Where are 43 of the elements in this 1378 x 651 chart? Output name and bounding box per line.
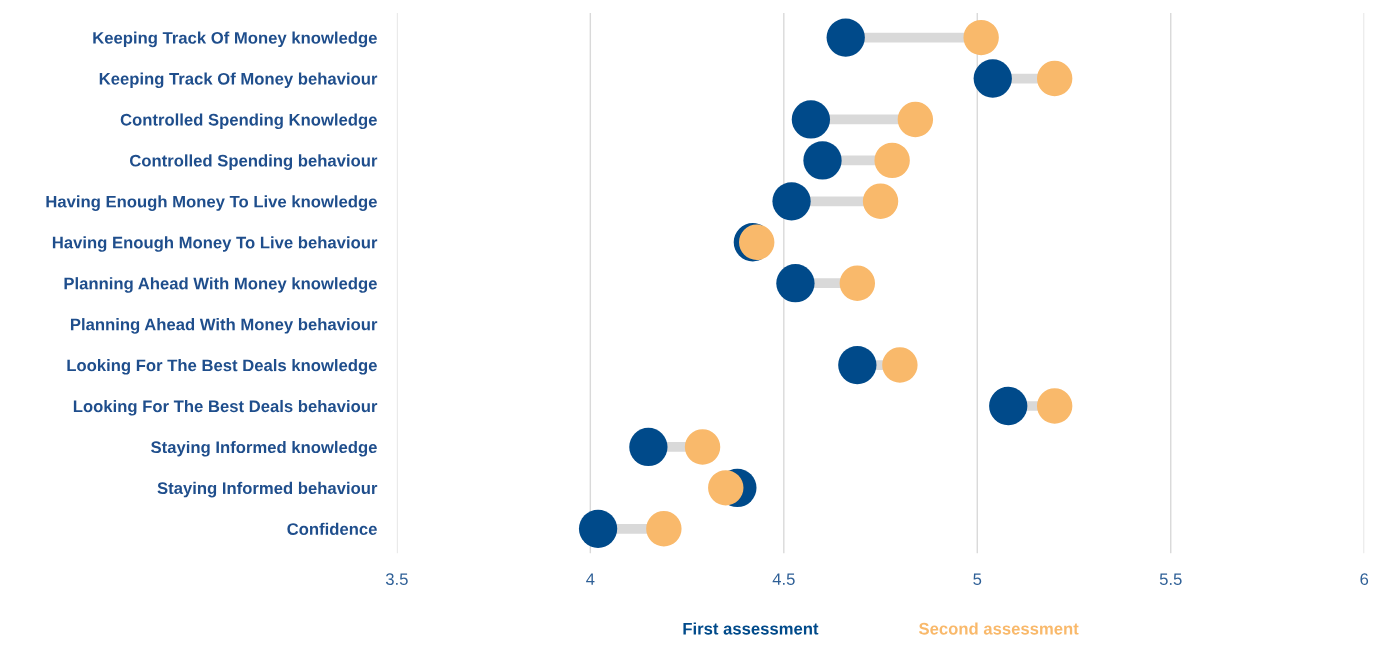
point (776, 264, 815, 303)
y-tick-label: Staying Informed knowledge (151, 440, 377, 457)
x-tick-label: 5.5 (1159, 573, 1182, 586)
text: First assessment (683, 622, 819, 635)
y-tick-label: Having Enough Money To Live behaviour (52, 236, 378, 252)
point (708, 470, 744, 506)
point (646, 511, 682, 547)
x-tick-label: 4 (586, 573, 595, 585)
point (803, 141, 842, 180)
point (791, 100, 831, 139)
point (862, 183, 899, 220)
y-tick-label: Planning Ahead With Money behaviour (70, 318, 378, 334)
y-tick-label: Having Enough Money To Live knowledge (46, 195, 377, 211)
y-tick-label: Looking For The Best Deals knowledge (67, 359, 377, 375)
point (897, 101, 934, 138)
y-tick-label: Controlled Spending behaviour (129, 154, 378, 170)
point (963, 19, 999, 56)
x-tick-label: 5 (973, 573, 982, 586)
point (1036, 60, 1073, 97)
point (838, 345, 877, 385)
y-tick-label: Confidence (287, 522, 377, 535)
point (684, 429, 721, 465)
text: Second assessment (918, 622, 1079, 635)
x-tick-label: 3.5 (385, 573, 408, 586)
point (989, 386, 1028, 426)
point (578, 509, 618, 548)
x-tick-label: 6 (1360, 573, 1369, 586)
y-tick-label: Looking For The Best Deals behaviour (73, 399, 378, 416)
point (629, 427, 668, 467)
y-tick-label: Staying Informed behaviour (157, 481, 378, 498)
y-tick-label: Planning Ahead With Money knowledge (64, 277, 377, 293)
point (839, 265, 876, 301)
y-tick-label: Keeping Track Of Money knowledge (93, 31, 377, 48)
point (772, 182, 811, 221)
y-tick-label: Controlled Spending Knowledge (120, 113, 377, 130)
point (882, 347, 918, 383)
point (973, 59, 1012, 98)
point (826, 18, 865, 57)
y-tick-label: Keeping Track Of Money behaviour (99, 72, 378, 89)
x-tick-label: 4.5 (772, 573, 795, 586)
point (874, 142, 910, 179)
point (1036, 388, 1073, 424)
point (739, 224, 775, 260)
